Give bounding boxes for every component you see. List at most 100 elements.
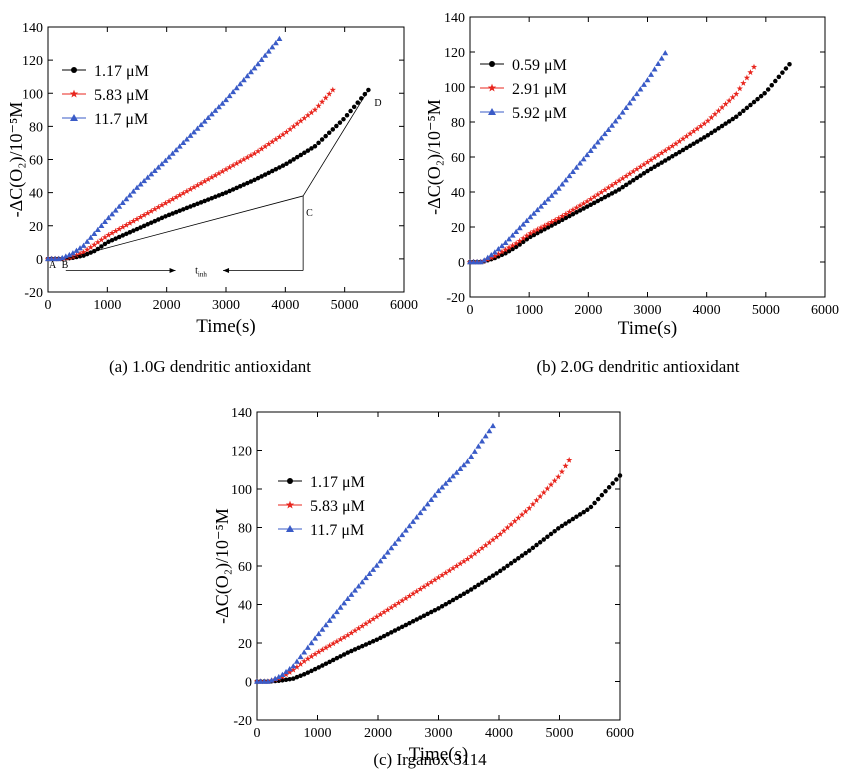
data-point [669,142,676,149]
data-point [672,140,680,147]
data-point [315,648,322,655]
data-point [641,171,647,176]
data-point [515,514,522,521]
data-point [505,563,510,569]
data-point [435,487,442,494]
data-point [776,74,782,80]
data-point [644,158,651,165]
data-point [534,226,541,233]
data-point [130,188,137,194]
legend-label: 11.7 μM [310,522,364,539]
data-point [320,663,325,668]
legend-label: 0.59 μM [512,57,567,74]
data-point [435,574,442,581]
data-point [366,570,373,577]
data-point [233,160,240,167]
data-point [94,226,101,232]
data-point [134,184,140,190]
data-point [304,112,312,119]
y-axis-label: -ΔC(O₂)/10⁻⁵M [424,99,445,215]
data-point [544,220,552,227]
data-point [640,81,647,87]
y-tick-label: 60 [29,154,43,169]
data-point [547,481,555,488]
legend-item: 1.17 μM [278,474,365,491]
arrowhead [223,267,230,273]
data-point [155,164,162,170]
data-point [421,613,427,618]
chart-panel-a: 0 1000 2000 3000 4000 5000 6000-20020406080100… [6,21,418,337]
data-point [601,186,609,193]
data-point [248,179,254,184]
data-point [276,35,283,42]
data-point [420,583,428,590]
data-point [385,631,390,637]
data-point [316,140,321,146]
data-point [334,123,339,129]
data-point [552,189,559,195]
data-point [230,187,236,192]
data-point [486,428,493,434]
y-tick-label: 120 [444,46,465,61]
series-0 [254,473,623,684]
data-point [119,223,126,230]
data-point [655,162,661,167]
data-point [726,97,733,104]
data-point [247,152,255,159]
data-point [381,633,387,639]
data-point [563,521,568,526]
data-point [265,140,272,147]
y-tick-label: 0 [458,256,465,271]
data-point [245,180,250,186]
data-point [380,608,388,615]
data-point [476,582,481,588]
data-point [505,244,513,251]
data-point [106,239,111,245]
data-point [94,239,101,245]
data-point [73,251,80,258]
data-point [676,138,683,144]
data-point [559,212,566,219]
data-point [322,644,330,651]
data-point [279,671,286,678]
data-point [344,595,351,601]
data-point [352,587,359,593]
data-point [658,55,665,61]
data-point [612,179,619,186]
data-point [105,214,112,221]
data-point [315,630,322,637]
data-point [581,509,586,515]
data-point [755,96,760,102]
data-point [198,200,204,205]
data-point [234,185,239,191]
data-point [450,473,457,479]
data-point [219,100,226,106]
data-point [352,647,358,652]
data-point [687,143,693,149]
data-point [605,184,612,191]
data-point [159,215,165,221]
data-point [573,164,580,170]
data-point [751,99,757,105]
data-point [293,663,301,670]
legend-item: 2.91 μM [480,81,567,98]
data-point [327,659,332,665]
data-point [162,157,169,163]
data-point [528,234,533,240]
data-point [399,624,405,630]
data-point [570,516,576,522]
data-point [542,227,547,232]
data-point [166,154,173,160]
data-point [609,191,615,196]
data-point [62,253,69,259]
data-point [458,593,463,599]
data-point [145,222,150,227]
data-point [377,558,384,564]
data-point [457,465,464,471]
data-point [570,211,576,217]
data-point [297,117,304,124]
data-point [305,670,311,675]
data-point [509,232,516,238]
data-point [237,184,243,189]
data-point [297,653,304,660]
